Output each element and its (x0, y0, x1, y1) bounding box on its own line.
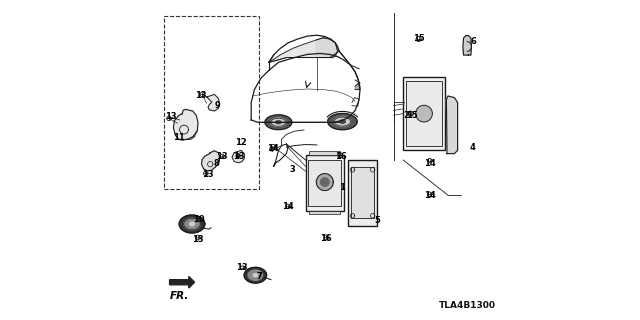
Polygon shape (271, 118, 286, 126)
Text: 8: 8 (213, 159, 219, 168)
Text: 9: 9 (215, 101, 220, 110)
Text: 14: 14 (424, 159, 436, 168)
Polygon shape (265, 115, 292, 130)
Text: TLA4B1300: TLA4B1300 (438, 301, 495, 310)
Text: 16: 16 (321, 234, 332, 243)
Polygon shape (202, 151, 220, 171)
Polygon shape (316, 174, 333, 190)
Polygon shape (170, 276, 195, 288)
Polygon shape (355, 83, 360, 90)
Bar (406, 81, 442, 146)
Text: 10: 10 (193, 215, 204, 224)
Text: 1: 1 (339, 183, 346, 192)
Text: 4: 4 (469, 143, 475, 152)
Polygon shape (253, 274, 258, 277)
Text: 13: 13 (233, 152, 244, 161)
Polygon shape (207, 94, 220, 111)
Text: 14: 14 (267, 144, 279, 153)
Bar (164, 16, 259, 189)
Polygon shape (416, 105, 433, 122)
Polygon shape (276, 121, 281, 124)
Polygon shape (316, 38, 338, 58)
Polygon shape (189, 222, 195, 226)
Polygon shape (248, 270, 262, 280)
Text: 13: 13 (195, 92, 207, 100)
Polygon shape (321, 178, 329, 186)
Polygon shape (328, 114, 357, 130)
Polygon shape (269, 38, 338, 62)
Text: 16: 16 (335, 152, 347, 161)
Polygon shape (244, 268, 267, 283)
Text: 14: 14 (282, 202, 294, 211)
Text: 3: 3 (290, 165, 296, 174)
Text: 13: 13 (191, 236, 204, 244)
Bar (310, 211, 340, 214)
Bar (351, 167, 374, 218)
Text: 14: 14 (424, 191, 436, 200)
Bar (306, 155, 344, 211)
Polygon shape (173, 109, 198, 140)
Text: 12: 12 (235, 138, 246, 147)
Bar (403, 77, 445, 150)
Polygon shape (463, 36, 472, 55)
Text: 13: 13 (216, 152, 227, 161)
Polygon shape (339, 120, 346, 123)
Text: 13: 13 (236, 263, 248, 272)
Polygon shape (184, 218, 200, 230)
Text: 13: 13 (202, 170, 213, 179)
Text: 13: 13 (165, 112, 177, 121)
Polygon shape (447, 96, 458, 154)
Polygon shape (334, 117, 351, 126)
Bar (348, 160, 377, 226)
Polygon shape (232, 150, 244, 163)
Polygon shape (179, 215, 205, 233)
Text: FR.: FR. (170, 291, 189, 300)
Bar (308, 160, 341, 206)
Text: 2: 2 (403, 111, 410, 120)
Text: 11: 11 (173, 133, 185, 142)
Text: 15: 15 (413, 34, 425, 43)
Text: 5: 5 (374, 216, 381, 225)
Text: 6: 6 (470, 37, 477, 46)
Text: 7: 7 (257, 272, 262, 281)
Bar (310, 151, 340, 155)
Text: 15: 15 (406, 111, 417, 120)
